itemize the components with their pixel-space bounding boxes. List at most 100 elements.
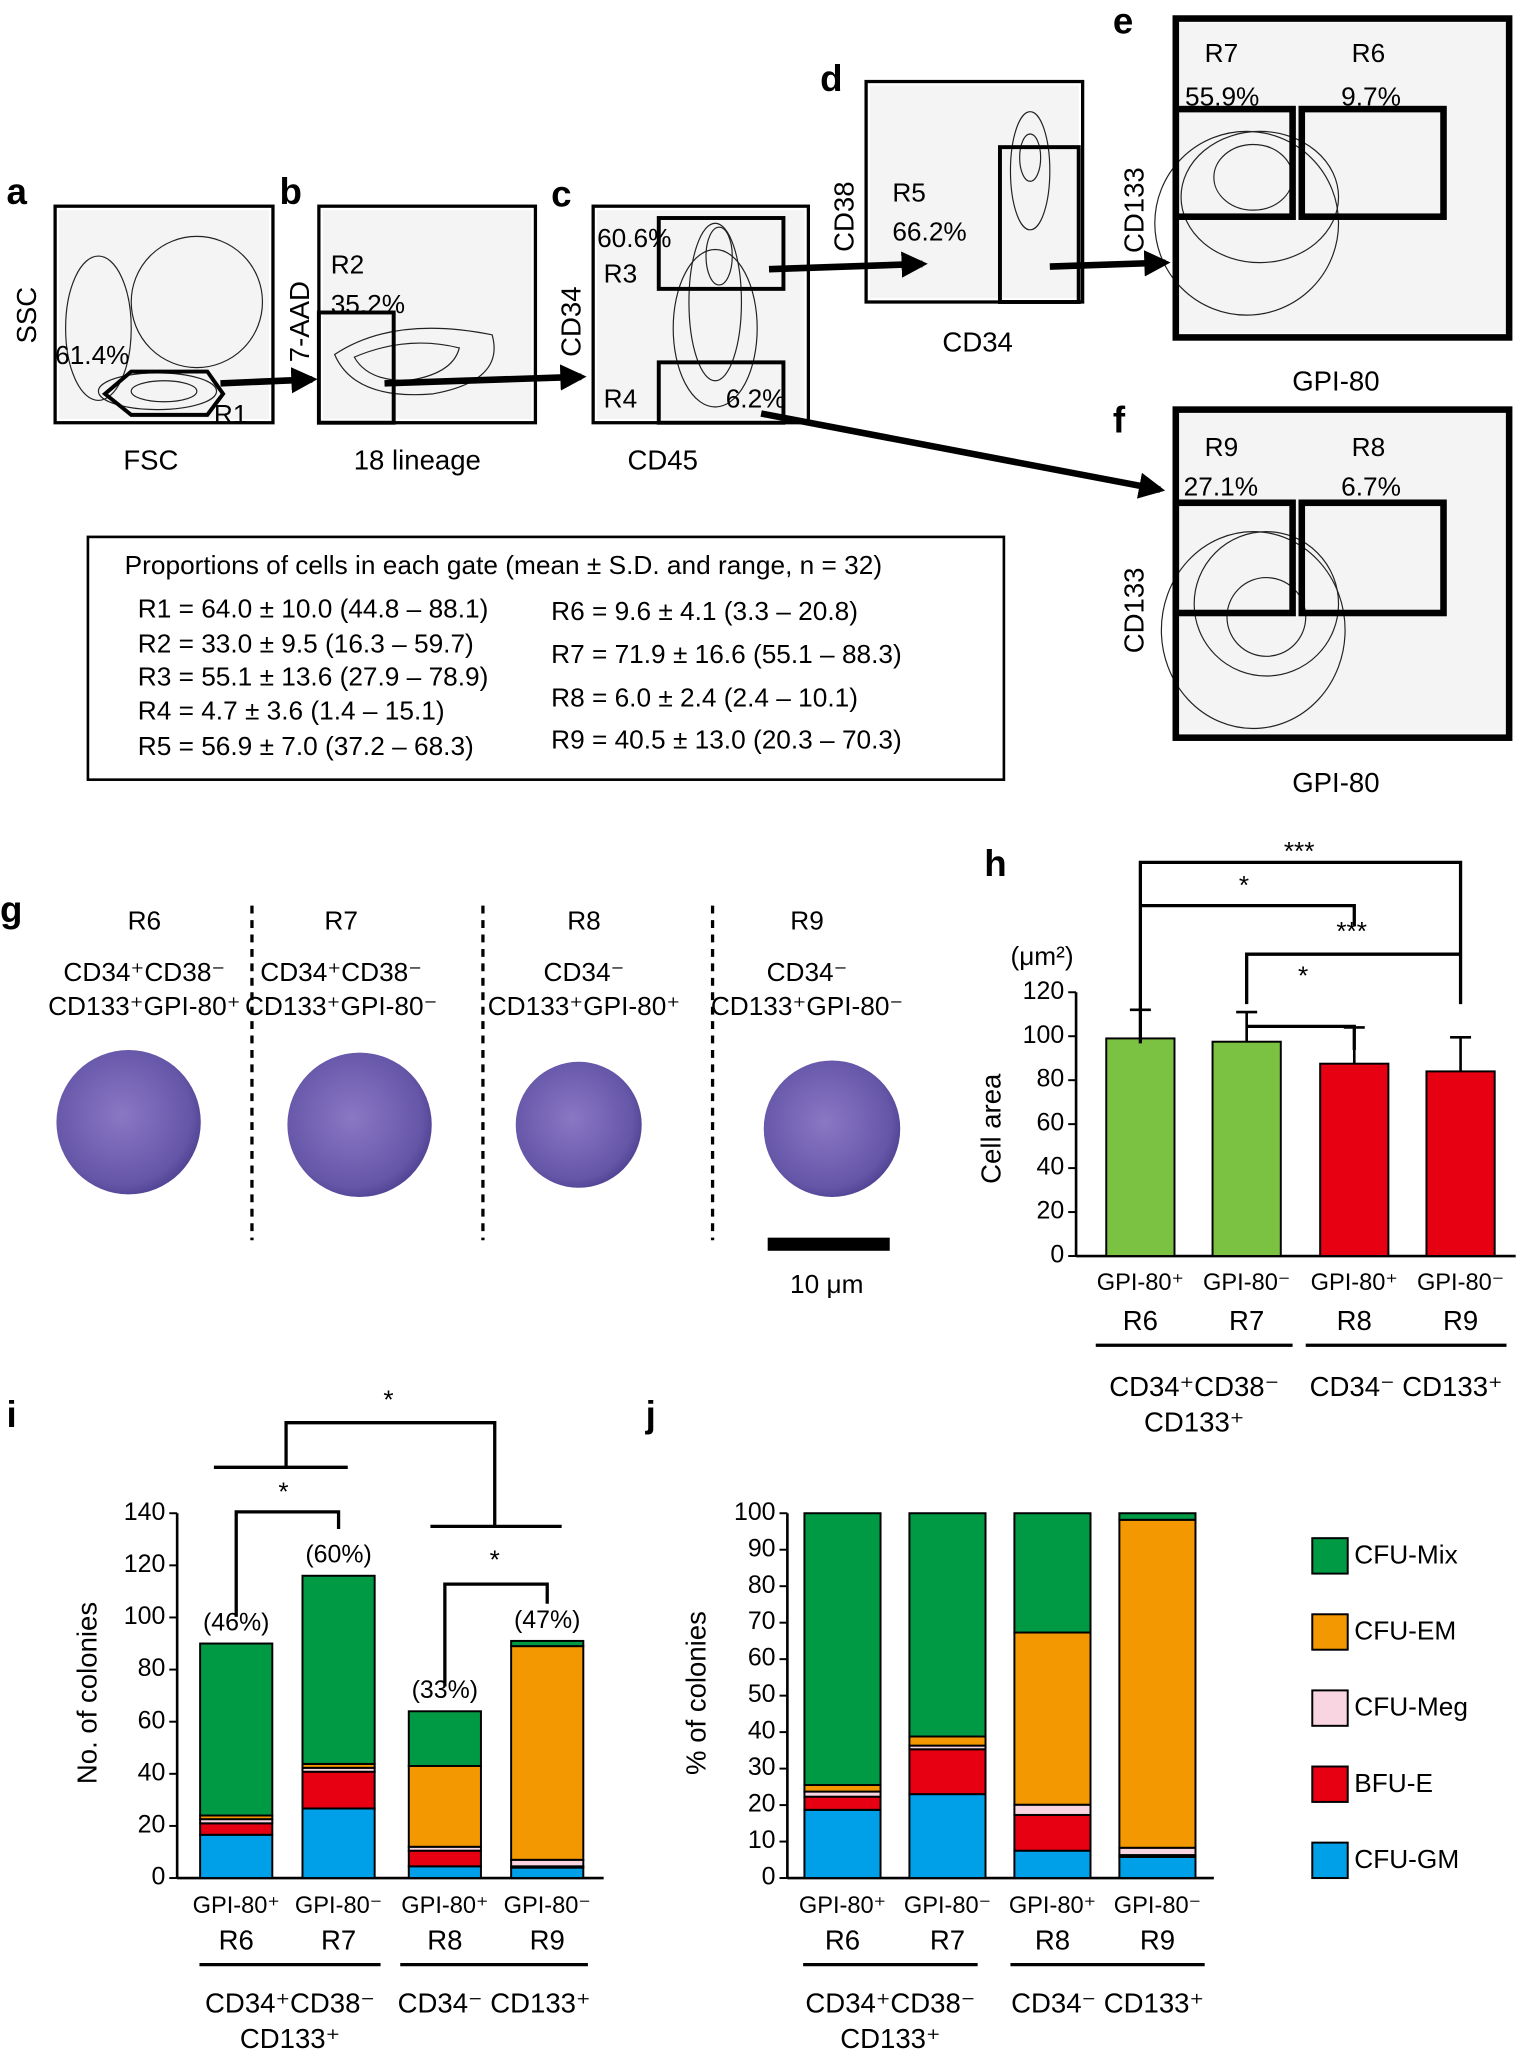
bar-segment xyxy=(301,1574,376,1765)
summary-line: R2 = 33.0 ± 9.5 (16.3 – 59.7) xyxy=(138,629,474,659)
y-axis-label: Cell area xyxy=(976,1073,1007,1184)
gate-label: 6.2% xyxy=(726,383,786,413)
flow-plot-frame xyxy=(591,204,811,425)
significance-bracket xyxy=(1140,904,1356,926)
x-tick-label: GPI-80⁻ xyxy=(904,1893,991,1919)
y-tick-label: 80 xyxy=(1037,1065,1065,1093)
bar-segment xyxy=(1118,1512,1197,1521)
flow-arrows xyxy=(220,250,1171,499)
x-tick-label: GPI-80⁺ xyxy=(1009,1893,1096,1919)
significance-label: * xyxy=(278,1476,288,1506)
y-tick-label: 80 xyxy=(748,1571,776,1599)
group-label: CD133⁺ xyxy=(1144,1406,1244,1437)
bar-segment xyxy=(510,1645,585,1861)
gate-label: R6 xyxy=(128,906,162,936)
y-tick-label: 140 xyxy=(124,1498,166,1526)
y-tick-label: 20 xyxy=(138,1811,166,1839)
significance-bracket xyxy=(1138,860,1463,1044)
bar-segment xyxy=(1118,1855,1197,1880)
y-tick-label: 60 xyxy=(138,1706,166,1734)
y-tick-label: 80 xyxy=(138,1654,166,1682)
gate-label: R9 xyxy=(1205,432,1239,462)
y-axis-label: 7-AAD xyxy=(284,281,315,362)
panel-letter: f xyxy=(1113,399,1126,440)
bar-segment xyxy=(510,1639,585,1648)
gate-label: R9 xyxy=(790,906,824,936)
group-label: CD133⁺ xyxy=(240,2023,340,2054)
legend-swatch xyxy=(1311,1765,1349,1803)
phenotype-label: CD133⁺GPI-80⁻ xyxy=(711,991,903,1021)
gate-label: 27.1% xyxy=(1184,471,1258,501)
phenotype-label: CD133⁺GPI-80⁺ xyxy=(488,991,680,1021)
gate-label: R8 xyxy=(1352,432,1386,462)
gate-label: R5 xyxy=(892,177,926,207)
bar-segment xyxy=(199,1833,274,1880)
x-axis-label: CD45 xyxy=(627,444,697,475)
x-axis-label: GPI-80 xyxy=(1292,366,1379,397)
bar-segment xyxy=(1013,1631,1092,1806)
panel-letter: e xyxy=(1113,0,1133,41)
x-tick-label: GPI-80⁺ xyxy=(193,1893,280,1919)
summary-line: R9 = 40.5 ± 13.0 (20.3 – 70.3) xyxy=(551,725,902,755)
y-tick-label: 20 xyxy=(1037,1197,1065,1225)
group-label: CD34⁻ CD133⁺ xyxy=(398,1988,591,2019)
gate-label: R7 xyxy=(1205,38,1239,68)
summary-box xyxy=(86,535,1006,781)
significance-bracket xyxy=(213,1421,562,1528)
y-tick-label: 40 xyxy=(1037,1153,1065,1181)
bar-segment xyxy=(803,1795,882,1811)
legend-label: CFU-EM xyxy=(1354,1616,1456,1646)
y-tick-label: 40 xyxy=(138,1758,166,1786)
bar-segment xyxy=(407,1865,482,1880)
summary-line: R1 = 64.0 ± 10.0 (44.8 – 88.1) xyxy=(138,593,489,623)
y-tick-label: 50 xyxy=(748,1680,776,1708)
group-label: CD34⁻ CD133⁺ xyxy=(1011,1988,1204,2019)
significance-bracket xyxy=(1245,952,1461,1005)
gate-label: R6 xyxy=(1123,1305,1158,1336)
x-tick-label: GPI-80⁺ xyxy=(1311,1270,1398,1296)
y-tick-label: 120 xyxy=(1023,977,1065,1005)
y-tick-label: 0 xyxy=(1050,1241,1064,1269)
y-axis-label: CD133 xyxy=(1119,568,1150,654)
summary-line: R8 = 6.0 ± 2.4 (2.4 – 10.1) xyxy=(551,683,858,713)
y-axis-label: % of colonies xyxy=(680,1611,711,1775)
group-label: CD34⁺CD38⁻ xyxy=(205,1988,375,2019)
bar-segment xyxy=(803,1512,882,1787)
bar-segment xyxy=(803,1784,882,1793)
summary-line: R4 = 4.7 ± 3.6 (1.4 – 15.1) xyxy=(138,696,445,726)
legend-swatch xyxy=(1311,1537,1349,1575)
flow-plot-frame xyxy=(1172,15,1513,341)
significance-label: * xyxy=(1298,961,1308,991)
phenotype-label: CD34⁻ xyxy=(544,957,625,987)
gate-label: 9.7% xyxy=(1341,82,1401,112)
legend-swatch xyxy=(1311,1841,1349,1880)
y-tick-label: 60 xyxy=(748,1644,776,1672)
y-tick-label: 100 xyxy=(124,1602,166,1630)
gate-label: R8 xyxy=(427,1925,462,1956)
gate-label: 61.4% xyxy=(55,340,129,370)
phenotype-label: CD34⁺CD38⁻ xyxy=(63,957,225,987)
gate-label: R9 xyxy=(530,1925,565,1956)
bar-segment xyxy=(510,1866,585,1880)
gate-label: R6 xyxy=(219,1925,254,1956)
legend-label: CFU-GM xyxy=(1354,1844,1459,1874)
gate-label: R7 xyxy=(321,1925,356,1956)
y-tick-label: 40 xyxy=(748,1717,776,1745)
bar xyxy=(1105,1037,1176,1258)
y-tick-label: 0 xyxy=(762,1863,776,1891)
panel-letter: i xyxy=(7,1394,17,1435)
x-tick-label: GPI-80⁻ xyxy=(1417,1270,1504,1296)
bar-segment xyxy=(1013,1813,1092,1852)
bar xyxy=(1319,1062,1390,1258)
y-tick-label: 10 xyxy=(748,1826,776,1854)
gate-label: 60.6% xyxy=(597,223,671,253)
x-tick-label: GPI-80⁻ xyxy=(504,1893,591,1919)
panel-letter: a xyxy=(7,171,28,212)
gate-label: R6 xyxy=(825,1925,860,1956)
legend-swatch xyxy=(1311,1613,1349,1651)
flow-plot-frame xyxy=(1172,406,1513,741)
y-tick-label: 0 xyxy=(151,1863,165,1891)
bar-annotation: (47%) xyxy=(514,1606,580,1634)
y-tick-label: 100 xyxy=(1023,1021,1065,1049)
bar-segment xyxy=(407,1765,482,1848)
